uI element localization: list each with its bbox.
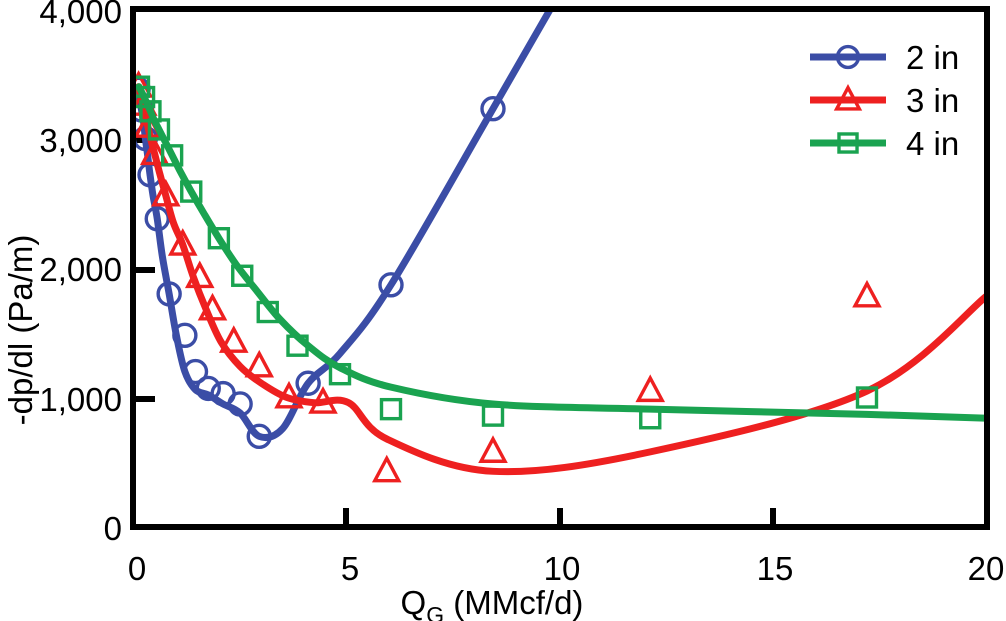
circle-marker bbox=[246, 423, 272, 450]
legend-item-3-in[interactable]: 3 in bbox=[810, 82, 959, 119]
square-marker bbox=[855, 386, 879, 409]
triangle-marker bbox=[371, 454, 402, 483]
legend-label: 2 in bbox=[906, 39, 959, 76]
x-tick-label: 10 bbox=[544, 550, 581, 587]
x-axis-title-text: QG (MMcf/d) bbox=[401, 584, 584, 621]
legend-label: 4 in bbox=[906, 125, 959, 162]
x-axis-title-main: Q bbox=[401, 584, 427, 621]
triangle-marker bbox=[833, 84, 863, 111]
circle-marker bbox=[182, 358, 209, 385]
triangle-marker bbox=[308, 386, 338, 414]
legend-item-2-in[interactable]: 2 in bbox=[810, 39, 959, 76]
series-layer bbox=[136, 12, 984, 483]
y-tick-labels: 4,000 3,000 2,000 1,000 0 bbox=[39, 0, 122, 547]
triangle-marker bbox=[852, 279, 882, 308]
legend-label: 3 in bbox=[906, 82, 959, 119]
x-axis-title-subscript: G bbox=[426, 602, 444, 621]
triangle-marker bbox=[218, 325, 249, 353]
square-marker bbox=[328, 362, 352, 386]
y-axis-title-text: -dp/dl (Pa/m) bbox=[2, 235, 39, 426]
square-marker bbox=[136, 85, 156, 109]
circle-marker bbox=[144, 206, 170, 232]
legend-item-4-in[interactable]: 4 in bbox=[810, 125, 959, 162]
y-tick-label: 2,000 bbox=[39, 251, 122, 288]
square-marker bbox=[379, 397, 403, 421]
y-tick-label: 3,000 bbox=[39, 122, 122, 159]
triangle-marker bbox=[150, 178, 181, 207]
square-marker bbox=[180, 180, 203, 203]
square-marker bbox=[256, 300, 279, 324]
square-marker bbox=[231, 264, 254, 287]
square-marker bbox=[639, 407, 662, 430]
y-axis-title: -dp/dl (Pa/m) bbox=[2, 235, 39, 426]
circle-marker bbox=[835, 44, 861, 70]
circle-marker bbox=[378, 272, 404, 298]
triangle-marker bbox=[274, 380, 304, 409]
series-line bbox=[136, 83, 984, 422]
triangle-marker bbox=[478, 435, 508, 463]
square-marker bbox=[160, 144, 184, 167]
plot-frame bbox=[130, 6, 990, 530]
x-tick-labels: 0 5 10 15 20 bbox=[128, 550, 1005, 587]
y-tick-label: 4,000 bbox=[39, 0, 122, 30]
x-tick-label: 15 bbox=[757, 550, 794, 587]
series-2-in bbox=[136, 12, 553, 450]
square-marker bbox=[207, 227, 231, 250]
square-marker bbox=[837, 132, 859, 154]
y-tick-label: 1,000 bbox=[39, 381, 122, 418]
circle-marker bbox=[480, 96, 506, 122]
circle-marker bbox=[195, 375, 221, 402]
chart-legend: 2 in 3 in 4 in bbox=[810, 39, 959, 162]
series-4-in bbox=[136, 75, 984, 430]
triangle-marker bbox=[167, 228, 198, 256]
triangle-marker bbox=[197, 292, 228, 321]
triangle-marker bbox=[635, 374, 666, 403]
circle-marker bbox=[227, 391, 253, 417]
circle-marker bbox=[172, 322, 198, 349]
x-tick-label: 5 bbox=[341, 550, 359, 587]
square-marker bbox=[286, 334, 309, 357]
triangle-marker bbox=[184, 260, 215, 289]
circle-marker bbox=[295, 370, 321, 396]
x-axis-title: QG (MMcf/d) bbox=[401, 584, 584, 621]
triangle-marker bbox=[244, 349, 275, 378]
axis-tickmarks bbox=[133, 137, 776, 527]
square-marker bbox=[147, 118, 171, 141]
y-tick-label: 0 bbox=[104, 510, 122, 547]
circle-marker bbox=[156, 281, 182, 307]
x-axis-title-rest: (MMcf/d) bbox=[444, 584, 583, 621]
x-tick-label: 0 bbox=[128, 550, 146, 587]
x-tick-label: 20 bbox=[968, 550, 1005, 587]
triangle-marker bbox=[139, 137, 170, 166]
square-marker bbox=[481, 404, 505, 427]
